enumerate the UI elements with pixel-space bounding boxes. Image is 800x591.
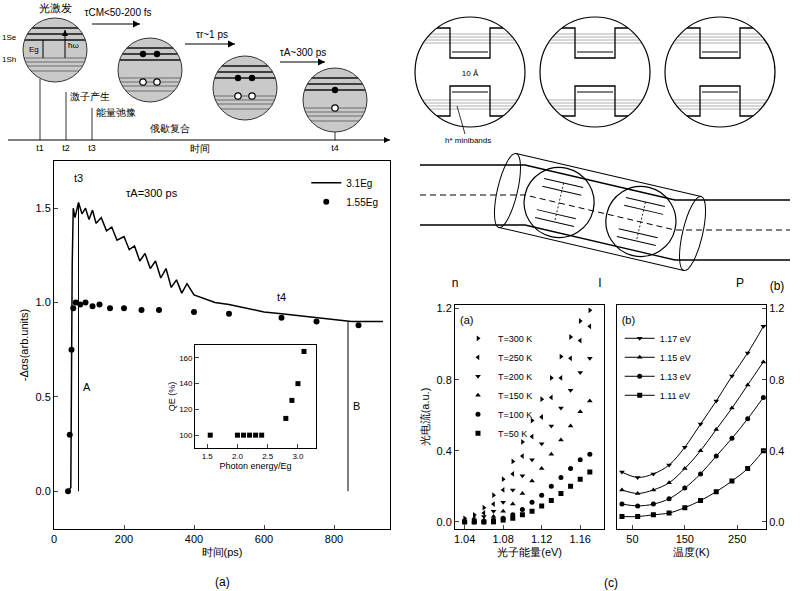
- svg-text:温度(K): 温度(K): [673, 546, 710, 558]
- svg-text:t4: t4: [331, 143, 339, 153]
- svg-text:(a): (a): [215, 575, 230, 589]
- svg-text:τCM<50-200 fs: τCM<50-200 fs: [84, 7, 151, 18]
- svg-text:1Sh: 1Sh: [2, 55, 16, 64]
- svg-text:100: 100: [179, 431, 193, 440]
- svg-text:1.13 eV: 1.13 eV: [660, 372, 691, 382]
- svg-text:光子能量(eV): 光子能量(eV): [497, 546, 562, 558]
- svg-text:2.0: 2.0: [232, 452, 244, 461]
- svg-text:τA~300 ps: τA~300 ps: [280, 47, 326, 58]
- svg-text:1.11 eV: 1.11 eV: [660, 391, 690, 401]
- svg-text:T=150 K: T=150 K: [498, 391, 532, 401]
- svg-text:光激发: 光激发: [39, 2, 72, 14]
- svg-text:1.5: 1.5: [36, 202, 51, 214]
- svg-text:400: 400: [185, 533, 203, 545]
- svg-text:10 Å: 10 Å: [462, 69, 479, 78]
- svg-text:3.0: 3.0: [292, 452, 304, 461]
- svg-text:I: I: [598, 276, 601, 290]
- svg-text:0.8: 0.8: [437, 374, 452, 386]
- svg-text:-Δαs(arb.units): -Δαs(arb.units): [18, 309, 30, 381]
- svg-text:T=250 K: T=250 K: [498, 353, 532, 363]
- svg-text:A: A: [83, 381, 91, 393]
- svg-text:1Se: 1Se: [2, 33, 17, 42]
- svg-text:1.08: 1.08: [492, 533, 513, 545]
- svg-text:2.5: 2.5: [262, 452, 274, 461]
- svg-text:(c): (c): [604, 576, 618, 590]
- svg-text:(b): (b): [770, 279, 785, 293]
- svg-text:T=50 K: T=50 K: [498, 429, 527, 439]
- svg-text:(a): (a): [460, 314, 473, 326]
- svg-text:Eg: Eg: [29, 45, 39, 54]
- svg-text:h* minibands: h* minibands: [445, 136, 491, 145]
- svg-text:B: B: [353, 400, 360, 412]
- svg-text:250: 250: [728, 533, 746, 545]
- svg-text:t3: t3: [88, 143, 96, 153]
- svg-text:0.0: 0.0: [769, 516, 784, 528]
- svg-text:600: 600: [255, 533, 273, 545]
- svg-text:1.55Eg: 1.55Eg: [346, 197, 378, 208]
- svg-text:光电流(a.u.): 光电流(a.u.): [419, 388, 431, 447]
- svg-text:160: 160: [179, 354, 193, 363]
- svg-text:0.8: 0.8: [769, 374, 784, 386]
- svg-text:时间(ps): 时间(ps): [202, 546, 243, 558]
- svg-text:3.1Eg: 3.1Eg: [346, 178, 372, 189]
- svg-text:P: P: [736, 276, 744, 290]
- svg-text:0.5: 0.5: [36, 391, 51, 403]
- svg-text:150: 150: [676, 533, 694, 545]
- svg-text:1.5: 1.5: [202, 452, 214, 461]
- svg-text:1.0: 1.0: [36, 296, 51, 308]
- svg-text:t1: t1: [36, 143, 44, 153]
- svg-text:t3: t3: [74, 172, 83, 184]
- svg-text:Photon energy/Eg: Photon energy/Eg: [220, 461, 292, 471]
- svg-text:0.0: 0.0: [437, 516, 452, 528]
- svg-text:T=100 K: T=100 K: [498, 410, 532, 420]
- svg-text:能量弛豫: 能量弛豫: [96, 107, 136, 118]
- svg-text:t4: t4: [277, 291, 286, 303]
- svg-text:140: 140: [179, 379, 193, 388]
- svg-text:n: n: [452, 276, 459, 290]
- svg-text:200: 200: [115, 533, 133, 545]
- svg-text:0.4: 0.4: [437, 445, 452, 457]
- svg-text:0.4: 0.4: [769, 445, 784, 457]
- svg-text:ħω: ħω: [68, 41, 79, 50]
- svg-text:1.12: 1.12: [531, 533, 552, 545]
- svg-text:120: 120: [179, 405, 193, 414]
- svg-text:T=200 K: T=200 K: [498, 372, 532, 382]
- svg-text:1.04: 1.04: [454, 533, 475, 545]
- svg-text:50: 50: [626, 533, 638, 545]
- svg-text:T=300 K: T=300 K: [498, 334, 532, 344]
- svg-text:0: 0: [51, 533, 57, 545]
- svg-text:(b): (b): [622, 314, 635, 326]
- svg-text:800: 800: [325, 533, 343, 545]
- svg-text:时间: 时间: [190, 143, 210, 154]
- svg-text:1.17 eV: 1.17 eV: [660, 334, 691, 344]
- svg-text:激子产生: 激子产生: [70, 91, 110, 102]
- svg-text:QE (%): QE (%): [167, 382, 177, 412]
- svg-text:1.2: 1.2: [769, 302, 784, 314]
- svg-text:1.15 eV: 1.15 eV: [660, 353, 691, 363]
- svg-text:τA=300 ps: τA=300 ps: [126, 187, 178, 199]
- svg-text:俄歇复合: 俄歇复合: [150, 123, 190, 134]
- svg-text:τr~1 ps: τr~1 ps: [196, 29, 228, 40]
- svg-text:0.0: 0.0: [36, 485, 51, 497]
- svg-text:1.16: 1.16: [569, 533, 590, 545]
- svg-text:t2: t2: [62, 143, 70, 153]
- svg-text:1.2: 1.2: [437, 302, 452, 314]
